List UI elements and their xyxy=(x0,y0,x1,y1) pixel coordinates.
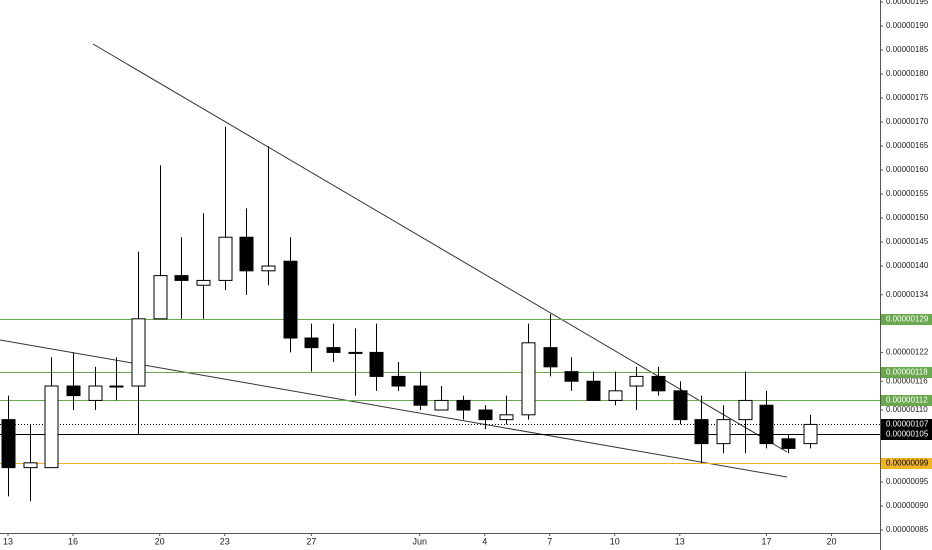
price-level-label: 0.00000107 xyxy=(886,420,929,429)
y-tick-label: 0.00000150 xyxy=(886,213,929,222)
x-tick-label: 7 xyxy=(547,536,552,546)
y-tick-label: 0.00000195 xyxy=(886,0,929,6)
candle-body xyxy=(218,236,233,281)
candle-body xyxy=(283,260,298,339)
x-tick-label: 23 xyxy=(220,536,230,546)
price-level-tag xyxy=(881,458,932,469)
x-tick-label: 10 xyxy=(610,536,620,546)
y-tick-label: 0.00000160 xyxy=(886,165,929,174)
candle-body xyxy=(716,419,731,445)
x-tick-label: 4 xyxy=(482,536,487,546)
x-tick-label: 17 xyxy=(761,536,771,546)
price-level-label: 0.00000112 xyxy=(886,396,928,405)
candle-body xyxy=(174,275,189,281)
x-tick-label: 20 xyxy=(155,536,165,546)
candle-body xyxy=(738,399,753,421)
x-tick-label: 13 xyxy=(675,536,685,546)
x-tick-label: Jun xyxy=(412,536,427,546)
candle-body xyxy=(196,279,211,286)
candle-body xyxy=(781,438,796,449)
candle-body xyxy=(586,380,601,401)
candle-body xyxy=(651,375,666,392)
candle-body xyxy=(304,337,319,349)
y-tick-label: 0.00000145 xyxy=(886,237,929,246)
trend-line xyxy=(92,43,788,453)
x-tick-label: 16 xyxy=(68,536,78,546)
candle-body xyxy=(239,236,254,272)
candle-body xyxy=(369,351,384,377)
y-tick-label: 0.00000175 xyxy=(886,93,929,102)
trend-line xyxy=(0,339,788,478)
y-tick-label: 0.00000110 xyxy=(886,405,928,414)
y-tick-label: 0.00000116 xyxy=(886,376,928,385)
candle-body xyxy=(88,385,103,401)
candle-body xyxy=(66,385,81,397)
candle-body xyxy=(803,423,818,445)
candle-body xyxy=(23,462,38,469)
y-tick-label: 0.00000190 xyxy=(886,21,929,30)
candle-body xyxy=(348,351,363,354)
candle-body xyxy=(109,385,124,388)
y-tick-label: 0.00000090 xyxy=(886,501,929,510)
y-tick-label: 0.00000095 xyxy=(886,477,929,486)
candle-body xyxy=(499,414,514,421)
y-tick-label: 0.00000140 xyxy=(886,261,929,270)
y-tick-label: 0.00000134 xyxy=(886,290,929,299)
candle-body xyxy=(543,347,558,368)
candle-body xyxy=(434,399,449,411)
candle-body xyxy=(326,347,341,353)
y-tick-label: 0.00000155 xyxy=(886,189,929,198)
candle-body xyxy=(521,342,536,416)
price-level-tag xyxy=(881,367,932,378)
y-tick-label: 0.00000122 xyxy=(886,348,929,357)
price-level-tag xyxy=(881,314,932,325)
candle-body xyxy=(456,399,471,411)
candle-body xyxy=(261,265,276,272)
candle-body xyxy=(413,385,428,406)
x-tick-label: 27 xyxy=(306,536,316,546)
price-level-tag xyxy=(881,395,932,406)
price-level-label: 0.00000118 xyxy=(886,368,928,377)
price-level-tag xyxy=(881,419,932,430)
candle-body xyxy=(131,318,146,387)
candle-body xyxy=(608,390,623,401)
y-tick-label: 0.00000180 xyxy=(886,69,929,78)
price-level-label: 0.00000099 xyxy=(886,459,929,468)
x-tick-label: 20 xyxy=(826,536,836,546)
candle-body xyxy=(1,419,16,469)
candle-body xyxy=(478,409,493,421)
candle-body xyxy=(391,375,406,387)
price-level-label: 0.00000105 xyxy=(886,430,929,439)
price-level-tag xyxy=(881,429,932,440)
candle-body xyxy=(673,390,688,421)
y-tick-label: 0.00000085 xyxy=(886,525,929,534)
candle-body xyxy=(629,375,644,387)
candle-body xyxy=(564,371,579,382)
y-tick-label: 0.00000185 xyxy=(886,45,929,54)
candle-body xyxy=(759,404,774,445)
candle-body xyxy=(44,385,59,469)
x-tick-label: 13 xyxy=(3,536,13,546)
candle-body xyxy=(694,419,709,445)
price-level-label: 0.00000129 xyxy=(886,315,929,324)
y-tick-label: 0.00000170 xyxy=(886,117,929,126)
candle-body xyxy=(153,275,168,320)
y-tick-label: 0.00000165 xyxy=(886,141,929,150)
